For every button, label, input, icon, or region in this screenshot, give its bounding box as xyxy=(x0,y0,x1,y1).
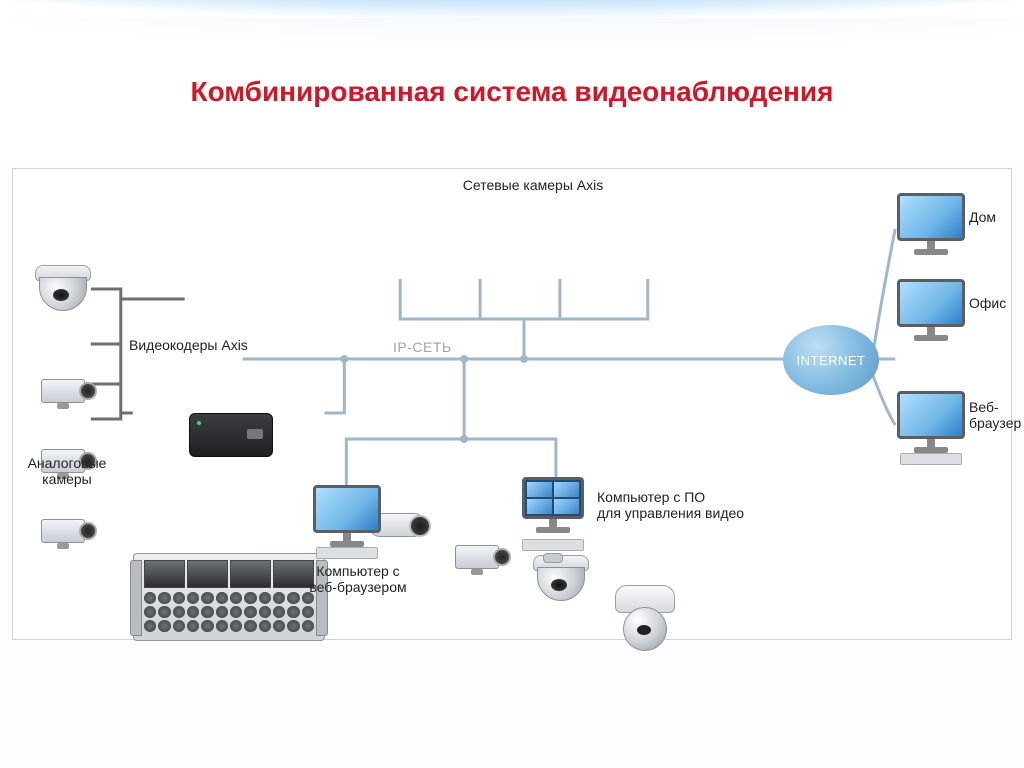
vms-pc-label: Компьютер с ПО для управления видео xyxy=(597,489,797,521)
browser-pc-label: Компьютер с веб-браузером xyxy=(283,563,433,595)
home-label: Дом xyxy=(969,209,996,225)
analog-box-camera-icon xyxy=(35,515,99,545)
slide-title: Комбинированная система видеонаблюдения xyxy=(0,76,1024,108)
internet-node-icon: INTERNET xyxy=(783,325,879,395)
wave-bottom-decoration xyxy=(0,658,1024,768)
encoder-label: Видеокодеры Axis xyxy=(129,337,329,353)
web-client-pc-icon xyxy=(897,391,965,465)
network-diagram: Аналоговые камеры Видеокодеры Axis IP-СЕ… xyxy=(12,168,1012,640)
office-pc-icon xyxy=(897,279,965,339)
vms-pc-icon xyxy=(519,477,587,563)
slide: Комбинированная система видеонаблюдения xyxy=(0,0,1024,768)
axis-box-camera-icon xyxy=(449,541,513,571)
axis-cameras-label: Сетевые камеры Axis xyxy=(413,177,653,193)
axis-ptz-camera-icon xyxy=(611,585,677,655)
browser-pc-icon xyxy=(313,485,381,559)
office-label: Офис xyxy=(969,295,1006,311)
analog-dome-camera-icon xyxy=(31,265,93,311)
analog-cameras-label: Аналоговые камеры xyxy=(19,455,115,487)
video-encoder-icon xyxy=(189,413,273,457)
analog-box-camera-icon xyxy=(35,375,99,405)
internet-label: INTERNET xyxy=(797,353,866,368)
home-pc-icon xyxy=(897,193,965,253)
ip-network-label: IP-СЕТЬ xyxy=(393,339,452,355)
web-client-label: Веб- браузер xyxy=(969,399,1024,431)
wave-top-decoration xyxy=(0,0,1024,70)
